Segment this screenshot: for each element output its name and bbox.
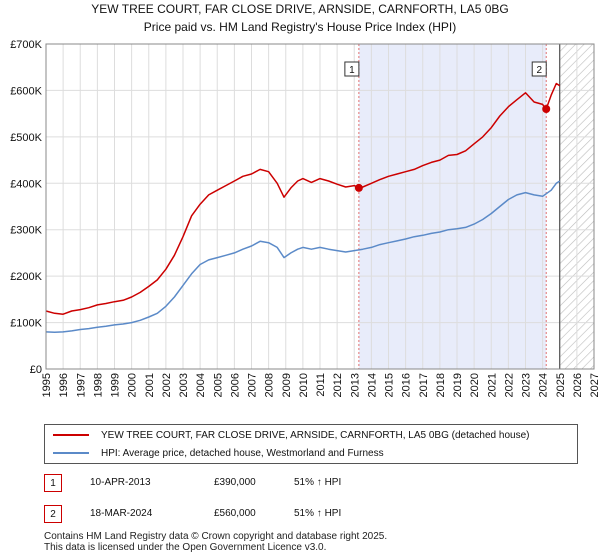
annotation-date: 18-MAR-2024 — [90, 508, 153, 519]
sale-point — [354, 183, 363, 192]
x-tick-label: 2020 — [469, 373, 481, 397]
y-tick-label: £300K — [10, 225, 42, 237]
legend-label-hpi: HPI: Average price, detached house, West… — [101, 447, 384, 459]
series-line-hpi — [45, 180, 561, 334]
x-tick-label: 2026 — [572, 373, 584, 397]
x-tick-label: 2014 — [366, 373, 378, 397]
x-tick-label: 2011 — [315, 373, 327, 397]
x-tick-label: 2006 — [229, 373, 241, 397]
annotation-price: £390,000 — [214, 477, 256, 488]
x-tick-label: 2022 — [503, 373, 515, 397]
x-tick-label: 2027 — [589, 373, 600, 397]
annotation-date: 10-APR-2013 — [90, 477, 151, 488]
x-tick-label: 2025 — [555, 373, 567, 397]
x-tick-label: 2012 — [332, 373, 344, 397]
y-tick-label: £700K — [10, 39, 42, 51]
x-tick-label: 1997 — [75, 373, 87, 397]
sale-marker-box — [344, 61, 360, 77]
x-tick-label: 2004 — [195, 373, 207, 397]
annotation-price: £560,000 — [214, 508, 256, 519]
x-tick-label: 1995 — [41, 373, 53, 397]
x-tick-label: 1998 — [92, 373, 104, 397]
series-line-property — [45, 82, 561, 315]
chart-subtitle: Price paid vs. HM Land Registry's House … — [143, 20, 457, 34]
sale-marker-box — [531, 61, 547, 77]
y-tick-label: £500K — [10, 132, 42, 144]
x-tick-label: 2019 — [452, 373, 464, 397]
x-tick-label: 2010 — [298, 373, 310, 397]
legend-item-property: YEW TREE COURT, FAR CLOSE DRIVE, ARNSIDE… — [45, 427, 529, 443]
x-tick-label: 2015 — [384, 373, 396, 397]
annotation-badge: 2 — [44, 505, 62, 523]
footer: Contains HM Land Registry data © Crown c… — [44, 531, 387, 553]
price-chart: 1 2 £0 £100K £200K £300K £400K £500K £600K £700K… — [10, 39, 600, 397]
x-tick-label: 2000 — [127, 373, 139, 397]
x-tick-label: 2023 — [521, 373, 533, 397]
x-tick-label: 2017 — [418, 373, 430, 397]
x-tick-label: 2021 — [486, 373, 498, 397]
x-tick-label: 1996 — [58, 373, 70, 397]
x-tick-label: 2009 — [281, 373, 293, 397]
sale-marker-label: 1 — [349, 65, 355, 76]
x-tick-label: 2001 — [144, 373, 156, 397]
annotation-hpi: 51% ↑ HPI — [294, 508, 342, 519]
legend-label-property: YEW TREE COURT, FAR CLOSE DRIVE, ARNSIDE… — [101, 429, 530, 441]
legend-line-property — [53, 434, 89, 436]
y-tick-label: £0 — [30, 364, 42, 376]
footer-line-2: This data is licensed under the Open Gov… — [44, 542, 327, 553]
sale-point — [542, 105, 551, 113]
x-tick-label: 2002 — [161, 373, 173, 397]
legend: YEW TREE COURT, FAR CLOSE DRIVE, ARNSIDE… — [44, 424, 578, 464]
legend-line-hpi — [53, 452, 89, 454]
x-tick-label: 2005 — [212, 373, 224, 397]
y-tick-label: £400K — [10, 178, 42, 190]
y-tick-label: £600K — [10, 85, 42, 97]
legend-item-hpi: HPI: Average price, detached house, West… — [45, 445, 384, 461]
x-tick-label: 2003 — [178, 373, 190, 397]
x-tick-label: 2013 — [349, 373, 361, 397]
y-tick-label: £200K — [10, 271, 42, 283]
annotation-hpi: 51% ↑ HPI — [294, 477, 342, 488]
x-tick-label: 2024 — [538, 373, 550, 397]
x-tick-label: 2007 — [247, 373, 259, 397]
annotation-badge: 1 — [44, 474, 62, 492]
footer-line-1: Contains HM Land Registry data © Crown c… — [44, 531, 388, 542]
shaded-region — [358, 44, 547, 369]
plot-frame — [45, 43, 595, 370]
y-tick-label: £100K — [10, 318, 42, 330]
x-tick-label: 2008 — [264, 373, 276, 397]
x-tick-label: 2018 — [435, 373, 447, 397]
x-tick-label: 1999 — [110, 373, 122, 397]
x-tick-label: 2016 — [401, 373, 413, 397]
chart-title: YEW TREE COURT, FAR CLOSE DRIVE, ARNSIDE… — [91, 2, 509, 16]
sale-marker-label: 2 — [536, 65, 542, 76]
